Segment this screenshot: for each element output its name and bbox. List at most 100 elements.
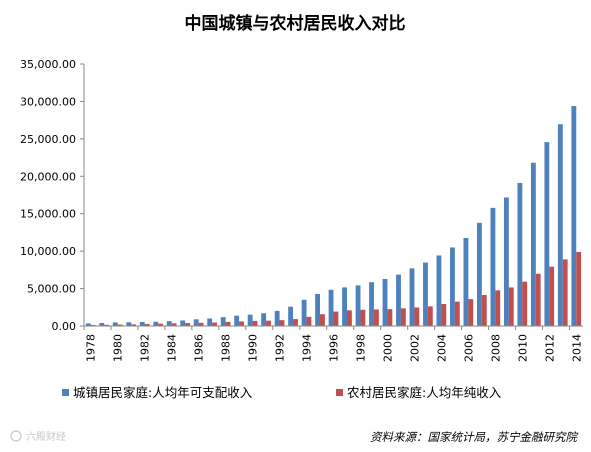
y-tick-label: 30,000.00 (20, 95, 76, 108)
urban-income-bar (85, 323, 91, 326)
rural-income-bar (293, 319, 298, 326)
rural-income-bar (468, 299, 474, 326)
rural-income-bar (535, 273, 541, 326)
x-axis-ticks: 1978 1980 1982 1984 1986 1988 1990 1992 1994 1996… (83, 326, 583, 362)
urban-income-bar (234, 315, 240, 326)
rural-income-bar (576, 251, 582, 326)
urban-income-bar (274, 310, 280, 326)
x-tick-label: 2000 (381, 334, 394, 362)
urban-income-bar (450, 247, 455, 326)
rural-income-bar (454, 301, 460, 326)
urban-income-bar (112, 322, 118, 326)
rural-income-bar (279, 320, 285, 326)
y-tick-label: 20,000.00 (20, 170, 76, 183)
rural-income-bar (414, 307, 420, 326)
rural-income-bar (158, 323, 164, 326)
x-tick-label: 2008 (489, 334, 502, 362)
x-tick-label: 2010 (516, 334, 529, 362)
legend: 城镇居民家庭:人均年可支配收入 农村居民家庭:人均年纯收入 (62, 385, 502, 400)
rural-income-bar (508, 287, 514, 326)
x-tick-label: 1982 (139, 334, 152, 362)
watermark: 六殿财经 (10, 430, 66, 443)
x-tick-label: 1992 (274, 334, 287, 362)
urban-income-bar (476, 222, 482, 326)
urban-income-bar (463, 237, 469, 326)
y-axis-ticks: 0.00 5,000.00 10,000.00 15,000.00 20,000.00 2… (20, 58, 84, 333)
rural-income-bar (400, 308, 406, 326)
rural-income-bar (144, 323, 150, 326)
urban-income-bar (423, 262, 428, 326)
rural-income-bar (239, 321, 244, 326)
urban-income-bar (557, 124, 563, 327)
y-tick-label: 15,000.00 (20, 208, 76, 221)
rural-income-bar (252, 320, 258, 326)
x-tick-label: 2002 (408, 334, 421, 362)
x-tick-label: 1996 (328, 334, 341, 362)
urban-income-bar (139, 321, 145, 326)
rural-income-bar (441, 304, 447, 326)
urban-income-bar (315, 293, 321, 326)
x-tick-label: 1978 (85, 334, 98, 362)
x-tick-label: 1988 (220, 334, 233, 362)
rural-income-bar (481, 295, 487, 326)
rural-income-bar (360, 309, 366, 326)
urban-income-bar (355, 285, 361, 326)
watermark-logo-icon (10, 430, 22, 442)
rural-income-bar (90, 324, 96, 326)
y-tick-label: 5,000.00 (27, 283, 76, 296)
x-tick-label: 1986 (193, 334, 206, 362)
urban-income-bar (261, 313, 267, 326)
legend-swatch (336, 389, 343, 396)
urban-income-bar (99, 322, 105, 326)
chart-title: 中国城镇与农村居民收入对比 (185, 13, 406, 34)
x-tick-label: 2004 (435, 334, 448, 362)
urban-income-bar (166, 321, 172, 326)
rural-income-bar (549, 266, 555, 326)
y-tick-label: 35,000.00 (20, 58, 76, 71)
urban-income-bar (193, 319, 199, 326)
rural-income-bar (495, 290, 501, 326)
rural-income-bar (562, 259, 568, 326)
x-tick-label: 2012 (543, 334, 556, 362)
urban-income-bar (544, 142, 550, 326)
x-tick-label: 1994 (301, 334, 314, 362)
rural-income-bar (185, 323, 191, 326)
rural-income-bar (333, 311, 339, 326)
rural-income-bar (387, 309, 393, 326)
urban-income-bar (409, 268, 415, 326)
urban-income-bar (436, 255, 442, 326)
x-tick-label: 1980 (112, 334, 125, 362)
x-tick-label: 1984 (166, 334, 179, 362)
urban-income-bar (369, 282, 374, 326)
urban-income-bar (530, 162, 536, 326)
urban-income-bar (382, 278, 388, 326)
urban-income-bar (180, 320, 186, 326)
rural-income-bar (373, 309, 379, 326)
rural-income-bar (427, 306, 433, 326)
rural-income-bar (306, 316, 312, 326)
urban-income-bar (571, 106, 577, 326)
y-tick-label: 0.00 (52, 320, 77, 333)
urban-income-bar (503, 197, 509, 326)
rural-income-bar (171, 323, 177, 326)
urban-income-bar (490, 207, 496, 326)
urban-income-bar (220, 317, 226, 326)
rural-income-bar (225, 321, 231, 326)
rural-income-bar (522, 281, 528, 326)
legend-swatch (62, 389, 69, 396)
urban-income-bar (301, 299, 307, 326)
rural-income-bar (198, 322, 204, 326)
rural-income-bar (131, 324, 137, 326)
y-tick-label: 10,000.00 (20, 245, 76, 258)
urban-income-bar (328, 289, 334, 326)
rural-income-bar (104, 324, 110, 326)
x-tick-label: 2006 (462, 334, 475, 362)
urban-income-bar (207, 318, 213, 326)
urban-income-bar (396, 274, 401, 326)
x-tick-label: 2014 (570, 334, 583, 362)
rural-income-bar (117, 324, 123, 326)
rural-income-bar (320, 314, 325, 326)
legend-label: 城镇居民家庭:人均年可支配收入 (73, 385, 253, 400)
urban-income-bar (342, 287, 347, 326)
